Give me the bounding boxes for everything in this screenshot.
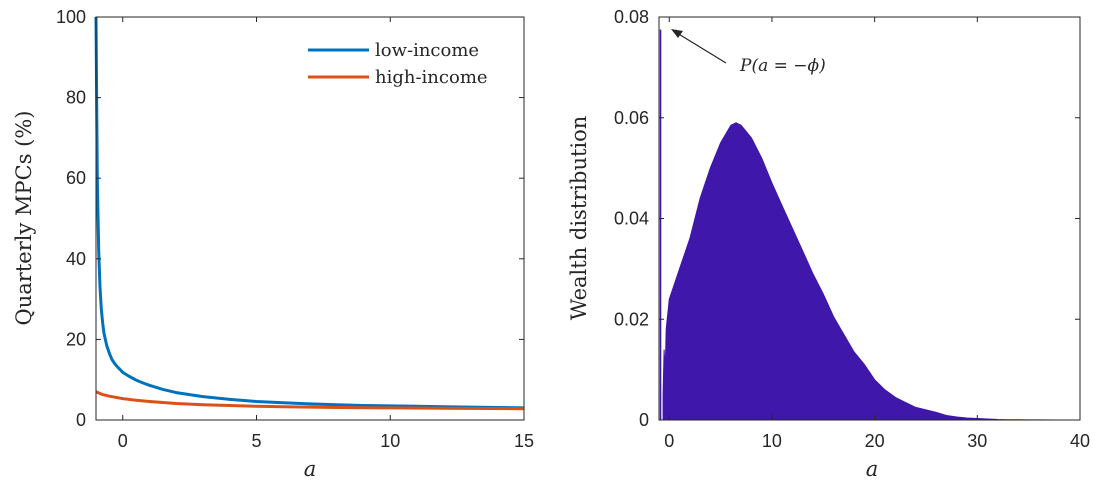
mpc-y-axis-label: Quarterly MPCs (%) [12, 111, 36, 326]
wealth-y-tick-label: 0.06 [614, 108, 649, 128]
mpc-x-axis-label: a [304, 457, 317, 481]
annotation-arrowhead [671, 29, 683, 38]
mpc-y-tick-label: 0 [76, 410, 86, 430]
wealth-distribution-area [662, 122, 1080, 421]
spike-annotation: P(a = −ϕ) [671, 29, 826, 76]
series-line-0 [94, 16, 525, 410]
series-line-1 [95, 390, 525, 411]
legend-label-low-income: low-income [375, 40, 479, 61]
wealth-y-axis-label: Wealth distribution [567, 116, 591, 321]
mpc-ticks-group: 0 5 10 15 0 20 40 60 80 100 [56, 7, 534, 451]
wealth-y-tick-label: 0 [639, 410, 649, 430]
wealth-x-axis-label: a [866, 457, 879, 481]
mpc-x-tick-label: 5 [251, 431, 261, 451]
mpc-axes-box [95, 16, 525, 421]
wealth-series-group [659, 29, 1080, 421]
mpc-y-tick-label: 80 [66, 88, 86, 108]
mpc-y-tick-label: 40 [66, 249, 86, 269]
annotation-arrow-line [676, 32, 727, 64]
mpc-x-tick-label: 0 [118, 431, 128, 451]
wealth-x-tick-label: 10 [762, 431, 782, 451]
mpc-x-tick-label: 10 [380, 431, 400, 451]
mpc-legend: low-income high-income [308, 40, 488, 88]
wealth-y-tick-label: 0.04 [614, 209, 649, 229]
wealth-y-tick-label: 0.02 [614, 309, 649, 329]
wealth-x-tick-label: 30 [967, 431, 987, 451]
annotation-label: P(a = −ϕ) [739, 56, 826, 76]
mpc-series-group [94, 16, 525, 411]
wealth-x-tick-label: 20 [865, 431, 885, 451]
wealth-y-tick-label: 0.08 [614, 7, 649, 27]
wealth-chart: 0 10 20 30 40 0 0.02 0.04 0.06 0.08 a Wealth dist… [567, 7, 1090, 481]
mpc-x-tick-label: 15 [514, 431, 534, 451]
mpc-plot-background [96, 17, 524, 420]
mpc-y-tick-label: 20 [66, 329, 86, 349]
wealth-ticks-group: 0 10 20 30 40 0 0.02 0.04 0.06 0.08 [614, 7, 1090, 451]
legend-label-high-income: high-income [375, 67, 488, 88]
wealth-x-tick-label: 40 [1070, 431, 1090, 451]
wealth-x-tick-label: 0 [664, 431, 674, 451]
mpc-y-tick-label: 60 [66, 168, 86, 188]
mpc-y-tick-label: 100 [56, 7, 86, 27]
